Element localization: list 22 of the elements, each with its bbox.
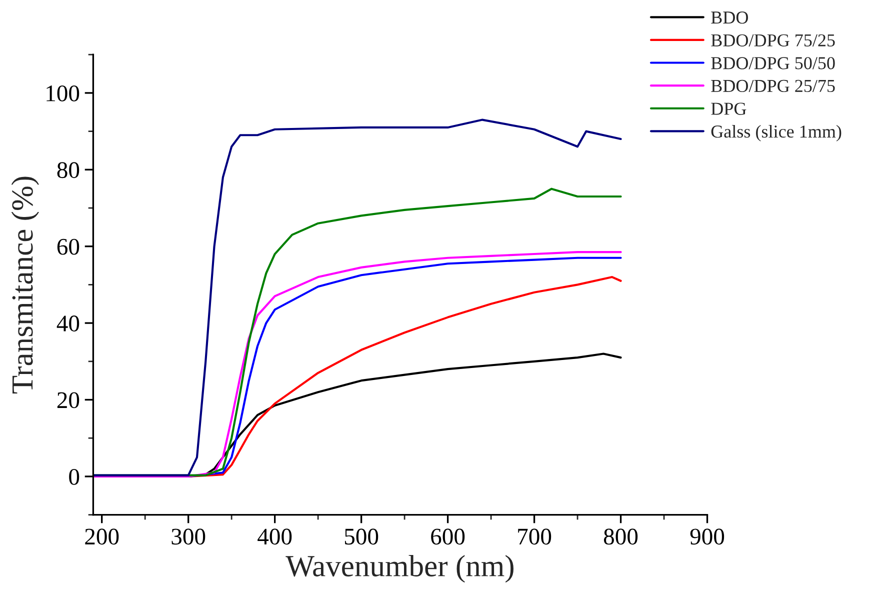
x-tick-label: 400 <box>258 528 292 545</box>
legend-label: BDO/DPG 25/75 <box>711 80 835 92</box>
x-tick-label: 700 <box>518 528 552 545</box>
y-tick-label: 80 <box>57 162 80 178</box>
y-tick-label: 100 <box>46 85 80 102</box>
y-tick-label: 60 <box>57 238 80 255</box>
x-tick-label: 900 <box>690 528 724 545</box>
x-tick-label: 600 <box>431 528 465 545</box>
x-tick-label: 300 <box>172 528 206 545</box>
legend-label: Galss (slice 1mm) <box>711 124 842 142</box>
y-tick-label: 40 <box>56 316 80 332</box>
legend-label: BDO <box>711 12 748 24</box>
legend-label: BDO/DPG 50/50 <box>711 57 835 70</box>
x-tick-label: 500 <box>344 528 378 545</box>
x-tick-label: 800 <box>604 528 638 545</box>
y-axis-title: Transmitance (%) <box>11 176 40 394</box>
legend-label: BDO/DPG 75/25 <box>711 34 835 46</box>
y-tick-label: 20 <box>57 392 80 408</box>
y-tick-label: 0 <box>69 468 80 485</box>
x-tick-label: 200 <box>85 528 119 545</box>
x-axis-title: Wavenumber (nm) <box>286 554 514 583</box>
legend-label: DPG <box>711 102 746 115</box>
